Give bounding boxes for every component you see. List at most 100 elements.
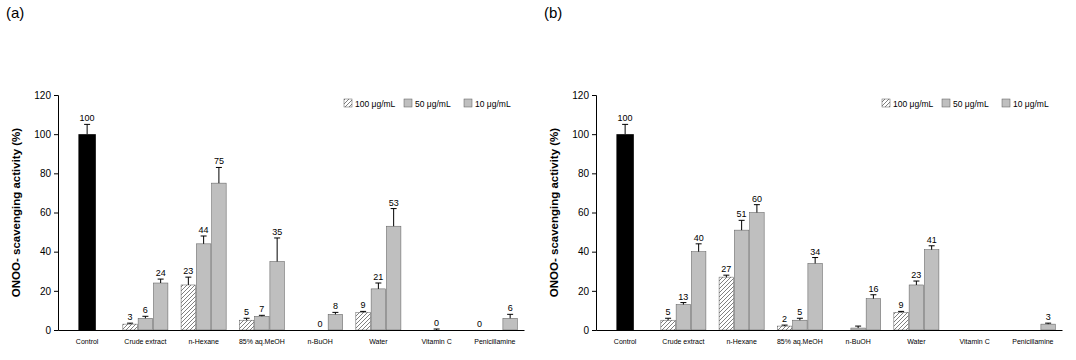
legend-swatch (942, 99, 950, 107)
y-tick: 120 (572, 90, 596, 101)
data-label: 8 (333, 301, 338, 311)
x-tick: Water (369, 330, 388, 345)
legend: 100 μg/mL50 μg/mL10 μg/mL (344, 99, 511, 109)
error-stem (741, 220, 742, 230)
x-axis-line (597, 330, 1063, 331)
error-bar (244, 318, 250, 320)
error-cap (797, 318, 803, 319)
y-axis-title: ONOO- scavenging activity (%) (10, 128, 22, 298)
bar (734, 230, 749, 330)
error-stem (160, 279, 161, 283)
bar (866, 299, 881, 330)
error-bar (375, 283, 381, 289)
x-tick: 85% aq.MeOH (239, 330, 285, 346)
data-label: 5 (244, 307, 249, 317)
error-bar (870, 295, 876, 299)
data-label: 23 (183, 266, 193, 276)
data-label: 21 (373, 272, 383, 282)
legend-swatch (1002, 99, 1010, 107)
error-cap (812, 257, 818, 258)
y-tick: 120 (34, 90, 58, 101)
y-tick-mark (54, 252, 58, 253)
legend-swatch (464, 99, 472, 107)
data-label: 75 (214, 156, 224, 166)
bar (371, 289, 386, 330)
error-stem (625, 124, 626, 134)
error-bar (127, 323, 133, 325)
bar (445, 330, 460, 331)
error-bar (332, 312, 338, 314)
error-bar (812, 258, 818, 264)
data-label: 16 (868, 284, 878, 294)
bar (255, 316, 270, 330)
data-label: 53 (389, 198, 399, 208)
legend-label: 10 μg/mL (475, 99, 511, 109)
y-tick: 100 (34, 129, 58, 140)
x-axis: ControlCrude extractn-Hexane85% aq.MeOHn… (597, 330, 1063, 346)
y-tick-label: 0 (583, 325, 589, 336)
x-tick: n-Hexane (726, 330, 756, 345)
bar (1041, 324, 1056, 330)
error-bar (391, 209, 397, 227)
y-tick: 80 (578, 168, 596, 179)
error-cap (898, 311, 904, 312)
error-bar (622, 124, 628, 134)
y-tick-label: 100 (572, 129, 589, 140)
y-tick-mark (54, 330, 58, 331)
error-bar (259, 315, 265, 317)
figure: (a)ONOO- scavenging activity (%)02040608… (0, 0, 1076, 360)
data-label: 0 (434, 318, 439, 328)
error-bar (855, 326, 861, 328)
error-bar (185, 277, 191, 285)
error-cap (158, 279, 164, 280)
legend-label: 50 μg/mL (953, 99, 989, 109)
legend-swatch (344, 99, 352, 107)
x-tick: Vitamin C (960, 330, 990, 345)
x-tick: Control (76, 330, 99, 345)
bar (1010, 330, 1025, 331)
error-bar (929, 246, 935, 250)
data-label: 34 (810, 247, 820, 257)
bar (909, 285, 924, 330)
data-label: 60 (752, 194, 762, 204)
y-tick-mark (592, 291, 596, 292)
bar (924, 250, 939, 330)
bar (777, 326, 792, 330)
error-cap (142, 316, 148, 317)
x-tick-label: n-Hexane (188, 338, 218, 345)
legend-label: 100 μg/mL (893, 99, 934, 109)
data-label: 100 (80, 113, 95, 123)
bar (386, 226, 401, 330)
error-cap (244, 318, 250, 319)
error-cap (913, 281, 919, 282)
x-tick-label: Vitamin C (960, 338, 990, 345)
bar (313, 330, 328, 331)
data-label: 6 (508, 303, 513, 313)
legend-swatch (882, 99, 890, 107)
error-cap (434, 329, 440, 330)
error-cap (216, 167, 222, 168)
error-cap (507, 314, 513, 315)
legend-label: 10 μg/mL (1013, 99, 1049, 109)
bar (983, 330, 998, 331)
y-tick: 0 (583, 325, 596, 336)
x-tick-label: Water (907, 338, 926, 345)
error-bar (797, 318, 803, 320)
bar (719, 277, 734, 330)
chart-panel: (a)ONOO- scavenging activity (%)02040608… (6, 4, 525, 346)
y-tick-mark (54, 291, 58, 292)
error-cap (127, 323, 133, 324)
error-stem (188, 277, 189, 285)
y-tick-label: 120 (572, 90, 589, 101)
data-label: 40 (694, 233, 704, 243)
data-label: 51 (737, 209, 747, 219)
error-bar (696, 244, 702, 252)
error-bar (360, 311, 366, 313)
x-tick: Control (614, 330, 637, 345)
y-tick-label: 80 (578, 168, 590, 179)
legend-item: 10 μg/mL (464, 99, 511, 109)
y-tick-label: 20 (40, 286, 52, 297)
y-tick-mark (54, 95, 58, 96)
error-stem (916, 281, 917, 285)
y-tick-label: 120 (34, 90, 51, 101)
